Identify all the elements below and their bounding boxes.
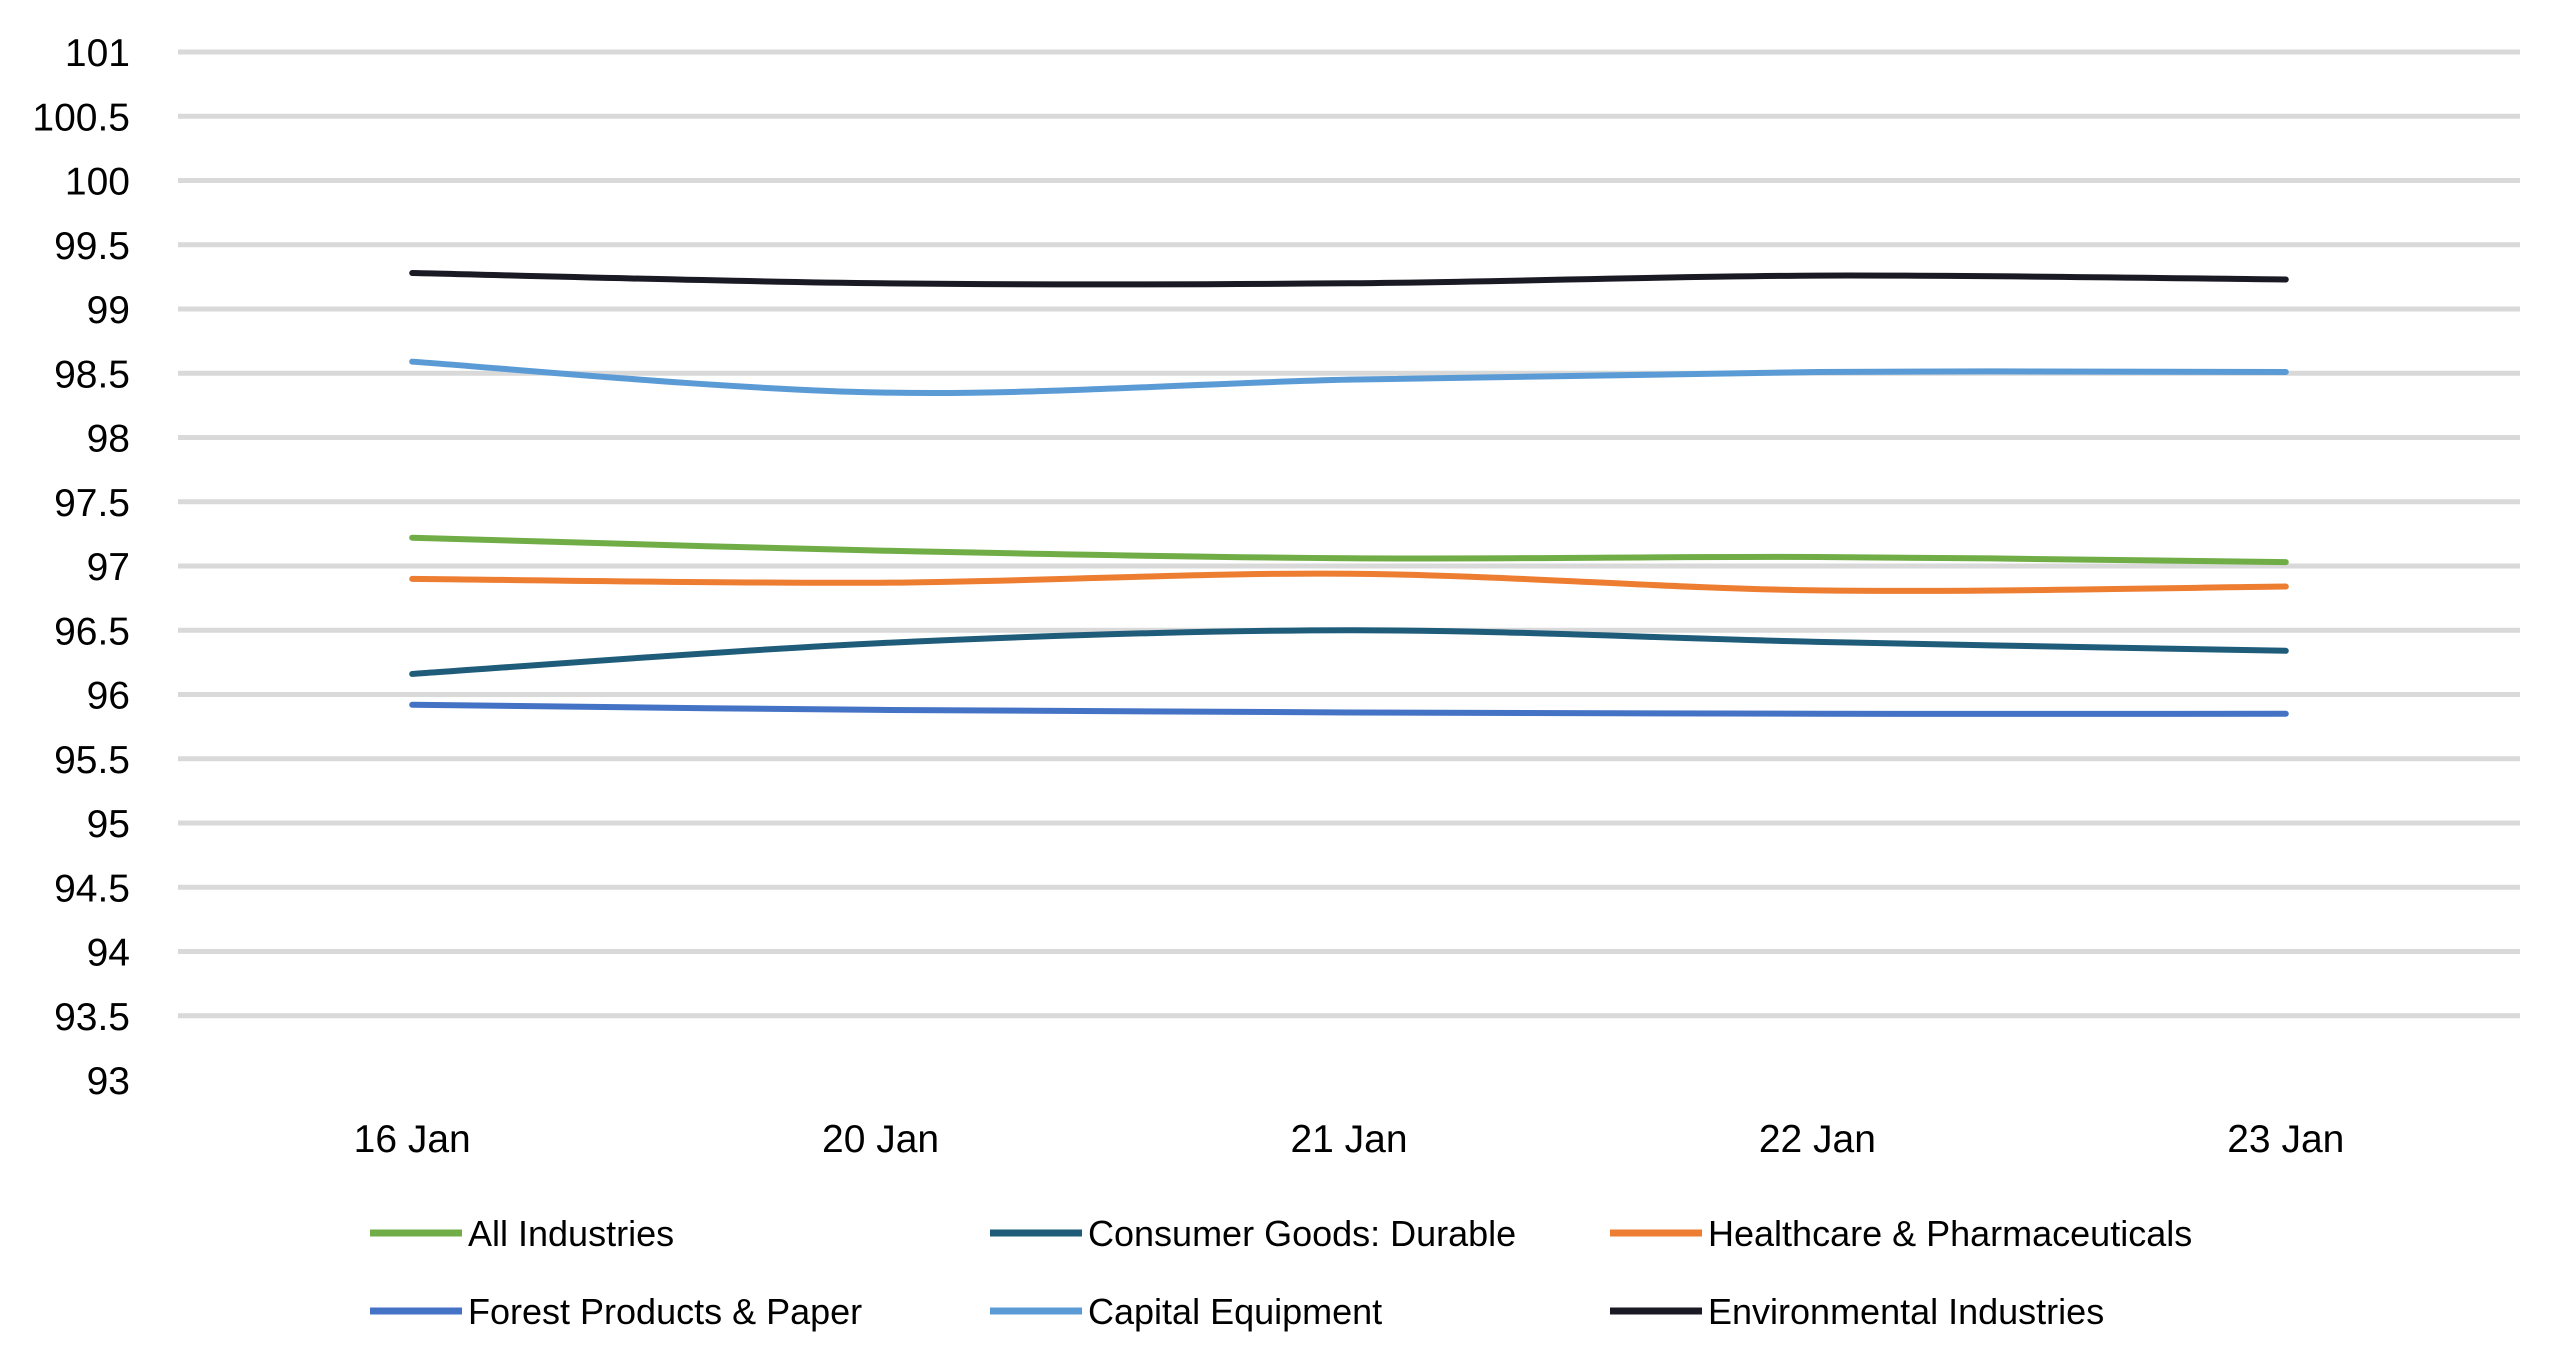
legend: All Industries Consumer Goods: Durable Hea… [370,1213,2192,1332]
y-tick-label: 98 [87,418,130,461]
y-tick-label: 98.5 [54,353,130,396]
y-axis-tick-labels: 101 100.5 100 99.5 99 98.5 98 97.5 97 96.5 96 95.5 9… [32,32,130,1103]
y-tick-label: 95 [87,803,130,846]
y-tick-label: 93 [87,1060,130,1103]
y-tick-label: 99 [87,289,130,332]
legend-label: Environmental Industries [1708,1291,2104,1332]
y-tick-label: 95.5 [54,739,130,782]
y-tick-label: 97.5 [54,482,130,525]
y-tick-label: 94 [87,932,130,975]
series-line-all-industries [409,534,2289,566]
x-tick-label: 22 Jan [1759,1118,1876,1161]
series-line-healthcare-pharmaceuticals [409,570,2289,594]
y-tick-label: 99.5 [54,225,130,268]
y-tick-label: 100.5 [32,96,130,139]
gridlines [178,49,2520,1019]
legend-label: Forest Products & Paper [468,1291,862,1332]
x-axis-tick-labels: 16 Jan 20 Jan 21 Jan 22 Jan 23 Jan [354,1118,2345,1161]
x-tick-label: 20 Jan [822,1118,939,1161]
series-line-environmental-industries [409,270,2289,288]
x-tick-label: 21 Jan [1290,1118,1407,1161]
y-tick-label: 96 [87,675,130,718]
series-line-consumer-goods-durable [409,627,2289,677]
legend-label: All Industries [468,1213,674,1254]
y-tick-label: 101 [65,32,130,75]
y-tick-label: 97 [87,546,130,589]
series-line-capital-equipment [409,358,2289,396]
x-tick-label: 16 Jan [354,1118,471,1161]
y-tick-label: 96.5 [54,610,130,653]
x-tick-label: 23 Jan [2227,1118,2344,1161]
legend-label: Capital Equipment [1088,1291,1382,1332]
y-tick-label: 100 [65,161,130,204]
y-tick-label: 93.5 [54,996,130,1039]
legend-label: Healthcare & Pharmaceuticals [1708,1213,2192,1254]
legend-label: Consumer Goods: Durable [1088,1213,1516,1254]
series-line-forest-products-paper [409,701,2289,717]
y-tick-label: 94.5 [54,867,130,910]
series-lines [409,270,2289,717]
